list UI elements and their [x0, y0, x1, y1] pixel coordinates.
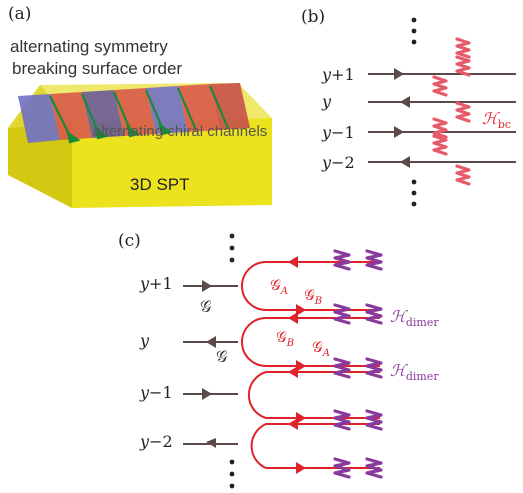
panel-c-arrow-right-1 [202, 280, 212, 292]
panel-b-row-label-2: y [321, 92, 332, 111]
surface-order-text-2: breaking surface order [12, 59, 182, 78]
panel-b-arrow-left-2 [400, 96, 410, 108]
panel-c-dots-bottom [229, 459, 235, 489]
panel-c-row-label-3: y−1 [139, 383, 173, 402]
panel-a-label: (a) [8, 4, 31, 24]
panel-c-row-label-4: y−2 [139, 432, 173, 451]
panel-c-row-label-1: y+1 [139, 274, 173, 293]
panel-c-g-label-1: 𝒢 [200, 297, 212, 316]
panel-b-coupling-label: ℋbc [482, 109, 511, 131]
panel-c-gb-label-2: 𝒢B [276, 328, 294, 349]
panel-b-arrow-left-4 [400, 156, 410, 168]
panel-b-row-label-4: y−2 [321, 153, 355, 172]
panel-c-label: (c) [118, 231, 141, 251]
panel-c-ga-label-1: 𝒢A [270, 276, 288, 297]
panel-b-dots-bottom [411, 179, 417, 207]
panel-c-red-arrows [288, 256, 306, 474]
panel-a: (a) alternating sy [8, 4, 272, 208]
panel-b-label: (b) [301, 7, 325, 27]
panel-c-row-label-2: y [139, 331, 150, 350]
panel-c-arrow-left-4 [206, 438, 216, 448]
panel-c-arrow-right-3 [202, 388, 212, 400]
surface-stripes [18, 83, 250, 143]
panel-b-arrow-right-1 [394, 68, 404, 80]
panel-c-arrow-left-2 [206, 336, 216, 348]
panel-b: (b) y+1 y y−1 y−2 [301, 7, 516, 207]
bulk-text: 3D SPT [130, 175, 190, 194]
surface-order-text-1: alternating symmetry [10, 37, 168, 56]
panel-c-dots-top [229, 233, 235, 263]
bulk-side [8, 122, 72, 208]
panel-b-row-label-3: y−1 [321, 123, 355, 142]
bulk-front [72, 118, 272, 208]
panel-b-dots-top [411, 17, 417, 45]
panel-c-dimer-label-2: ℋdimer [390, 361, 439, 383]
chiral-channels-text: alternating chiral channels [93, 123, 267, 140]
panel-c-ga-label-2: 𝒢A [312, 338, 330, 359]
panel-b-arrow-right-3 [394, 126, 404, 138]
panel-c-dimer-label-1: ℋdimer [390, 307, 439, 329]
panel-b-row-label-1: y+1 [321, 65, 355, 84]
panel-c-g-label-2: 𝒢 [216, 347, 228, 366]
panel-c-gb-label-1: 𝒢B [304, 286, 322, 307]
panel-c-red-loops [241, 261, 380, 469]
panel-c-dimer-couplings [333, 249, 383, 479]
panel-c: (c) y+1 y y−1 y−2 [118, 231, 439, 489]
chiral-channels [49, 85, 230, 144]
